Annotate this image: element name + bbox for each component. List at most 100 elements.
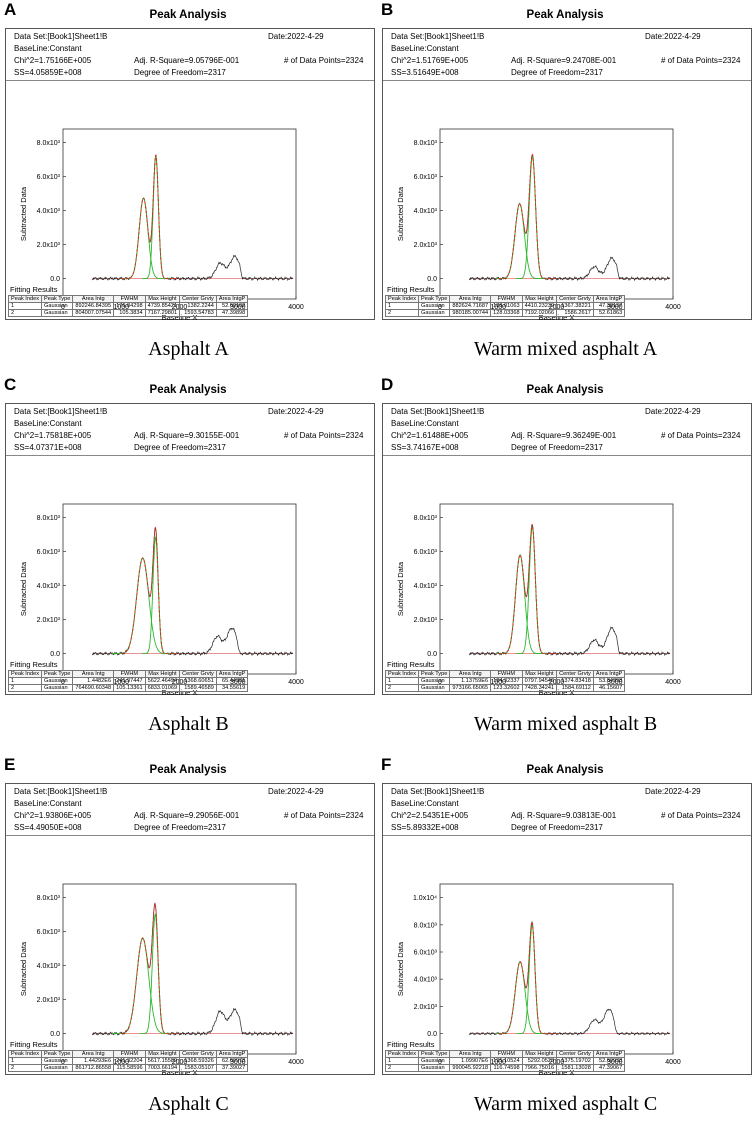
table-cell: 62.60973 — [215, 1057, 249, 1065]
y-tick-label: 4.0x10³ — [414, 977, 438, 984]
y-tick-label: 0.0 — [427, 651, 437, 658]
table-cell: 34.55619 — [215, 684, 249, 692]
analysis-box: Data Set:[Book1]Sheet1!B Date:2022-4-29 Ba… — [5, 403, 375, 697]
header-chi: Chi^2=2.54351E+005 — [391, 811, 469, 820]
header-divider — [6, 835, 374, 836]
table-cell: Gaussian — [417, 684, 451, 692]
table-row: 2 Gaussian 990045.92218 116.74598 7966.75016… — [385, 1064, 626, 1072]
table-header-cell: Max Height — [521, 1050, 558, 1058]
header-points: # of Data Points=2324 — [284, 431, 364, 440]
header-ss: SS=3.74167E+008 — [391, 443, 459, 452]
panel-e: E Peak Analysis Data Set:[Book1]Sheet1!B Da… — [0, 755, 377, 1130]
header-baseline: BaseLine:Constant — [391, 44, 459, 53]
table-header-cell: FWHM — [113, 295, 146, 303]
table-header-cell: Center Grvty — [556, 670, 594, 678]
analysis-box: Data Set:[Book1]Sheet1!B Date:2022-4-29 Ba… — [382, 783, 752, 1077]
table-header-cell: Area IntgP — [592, 670, 626, 678]
header-baseline: BaseLine:Constant — [14, 419, 82, 428]
header-points: # of Data Points=2324 — [661, 56, 741, 65]
x-tick-label: 4000 — [288, 679, 304, 686]
table-header-cell: Peak Type — [417, 295, 451, 303]
header-points: # of Data Points=2324 — [661, 811, 741, 820]
table-row: 1 Gaussian 892246.84395 176.84298 4739.85421… — [8, 302, 249, 310]
y-tick-label: 2.0x10³ — [414, 1004, 438, 1011]
panel-d: D Peak Analysis Data Set:[Book1]Sheet1!B Da… — [377, 375, 754, 750]
table-cell: 6833.01069 — [144, 684, 181, 692]
table-row: 1 Gaussian 1.09907E6 195.10524 5292.0523 1375… — [385, 1057, 626, 1065]
cumulative-fit-line — [121, 902, 180, 1035]
table-header-cell: Area IntgP — [215, 670, 249, 678]
table-cell: 764690.60348 — [72, 684, 115, 692]
table-cell: 47.39067 — [592, 1064, 626, 1072]
table-header-cell: Center Grvty — [179, 1050, 217, 1058]
table-cell: 1 — [8, 677, 42, 685]
table-cell: Gaussian — [417, 302, 451, 310]
table-cell: 0797.94546 — [521, 677, 558, 685]
table-header-cell: Center Grvty — [556, 1050, 594, 1058]
table-cell: 7428.34241 — [521, 684, 558, 692]
fitting-results-table: Peak Index Peak Type Area Intg FWHM Max Heig… — [385, 295, 626, 317]
table-cell: 861712.86558 — [72, 1064, 115, 1072]
header-dof: Degree of Freedom=2317 — [134, 68, 226, 77]
header-dof: Degree of Freedom=2317 — [134, 443, 226, 452]
header-adj: Adj. R-Square=9.03813E-001 — [511, 811, 617, 820]
y-axis-label: Subtracted Data — [396, 941, 405, 996]
table-cell: 52.60102 — [215, 302, 249, 310]
y-tick-label: 2.0x10³ — [37, 997, 61, 1004]
peak-2-fit-line — [516, 526, 549, 655]
header-dof: Degree of Freedom=2317 — [511, 443, 603, 452]
fitting-results-label: Fitting Results — [387, 660, 435, 669]
table-header-cell: FWHM — [113, 670, 146, 678]
y-tick-label: 8.0x10³ — [37, 895, 61, 902]
table-cell: 123.32602 — [490, 684, 523, 692]
y-tick-label: 8.0x10³ — [414, 922, 438, 929]
panel-f: F Peak Analysis Data Set:[Book1]Sheet1!B Da… — [377, 755, 754, 1130]
x-axis-label: Baseline X — [539, 313, 575, 322]
header-dataset: Data Set:[Book1]Sheet1!B — [14, 787, 108, 796]
header-baseline: BaseLine:Constant — [14, 799, 82, 808]
table-header-cell: Center Grvty — [179, 295, 217, 303]
header-adj: Adj. R-Square=9.30155E-001 — [134, 431, 240, 440]
peak-2-fit-line — [140, 913, 170, 1035]
table-cell: 2 — [8, 684, 42, 692]
fitting-results-label: Fitting Results — [387, 1040, 435, 1049]
table-cell: 116.74598 — [490, 1064, 523, 1072]
table-row: 2 Gaussian 980185.00744 128.03368 7192.02066… — [385, 309, 626, 317]
table-header-cell: Area IntgP — [592, 1050, 626, 1058]
cumulative-fit-line — [498, 153, 557, 280]
table-cell: 1367.38221 — [556, 302, 594, 310]
table-header-cell: Peak Index — [385, 1050, 419, 1058]
header-date: Date:2022-4-29 — [268, 787, 324, 796]
table-header-cell: Area Intg — [72, 295, 115, 303]
y-tick-label: 4.0x10³ — [37, 208, 61, 215]
table-header-cell: Area IntgP — [215, 1050, 249, 1058]
table-row: 1 Gaussian 882624.71687 188.01063 4410.23239… — [385, 302, 626, 310]
y-tick-label: 0.0 — [50, 1031, 60, 1038]
table-header-cell: Peak Type — [417, 1050, 451, 1058]
table-row: 1 Gaussian 1.13759E6 184.32337 0797.94546 137… — [385, 677, 626, 685]
table-header-cell: Peak Type — [40, 295, 74, 303]
y-tick-label: 8.0x10³ — [37, 515, 61, 522]
y-tick-label: 8.0x10³ — [37, 140, 61, 147]
table-cell: 882624.71687 — [449, 302, 492, 310]
header-ss: SS=4.07371E+008 — [14, 443, 82, 452]
table-cell: 128.03368 — [490, 309, 523, 317]
table-cell: 47.39898 — [215, 309, 249, 317]
table-header-cell: Area Intg — [449, 295, 492, 303]
chart-title: Peak Analysis — [526, 384, 604, 396]
header-dof: Degree of Freedom=2317 — [134, 823, 226, 832]
chart-title: Peak Analysis — [526, 9, 604, 21]
table-cell: 1 — [385, 1057, 419, 1065]
table-cell: 52.61863 — [592, 309, 626, 317]
table-header-cell: Area Intg — [449, 670, 492, 678]
table-cell: 4410.23239 — [521, 302, 558, 310]
header-dataset: Data Set:[Book1]Sheet1!B — [14, 32, 108, 41]
header-baseline: BaseLine:Constant — [391, 419, 459, 428]
table-cell: 1 — [8, 302, 42, 310]
table-header-row: Peak Index Peak Type Area Intg FWHM Max Heig… — [8, 295, 249, 303]
table-header-cell: Area Intg — [72, 670, 115, 678]
y-tick-label: 2.0x10³ — [37, 617, 61, 624]
table-cell: 7003.66194 — [144, 1064, 181, 1072]
